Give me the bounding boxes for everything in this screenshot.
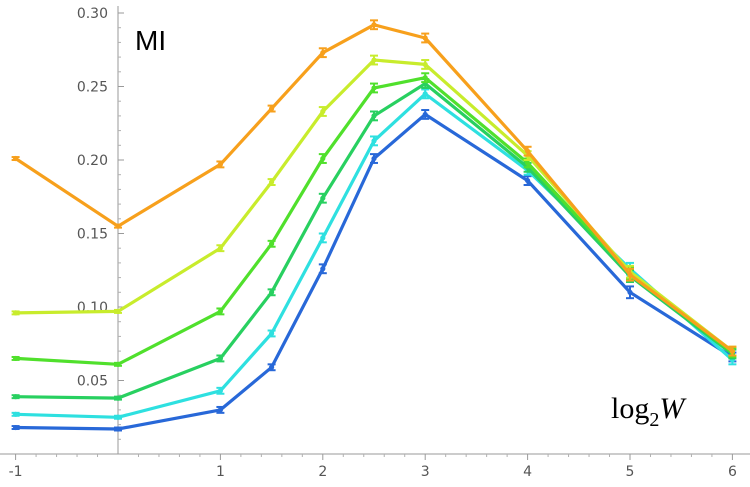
data-point xyxy=(422,61,428,68)
y-tick-label: 0.10 xyxy=(77,300,108,316)
series-4 xyxy=(11,78,737,401)
y-axis-title: MI xyxy=(135,25,166,56)
data-point xyxy=(217,355,223,362)
x-axis-title-variable: W xyxy=(659,392,687,425)
data-point xyxy=(115,223,121,229)
data-point xyxy=(729,348,736,354)
data-point xyxy=(115,308,121,315)
data-point xyxy=(371,22,377,28)
data-point xyxy=(627,272,633,278)
data-point xyxy=(422,35,428,41)
series-line xyxy=(15,112,734,431)
series-5 xyxy=(11,88,737,420)
x-tick-label: -1 xyxy=(9,464,23,480)
data-point xyxy=(217,388,223,394)
data-point xyxy=(115,361,121,367)
series-line xyxy=(15,58,734,353)
data-point xyxy=(320,195,326,201)
data-point xyxy=(217,245,223,251)
data-point xyxy=(320,108,326,115)
series-layer xyxy=(11,19,737,432)
data-point xyxy=(269,364,275,370)
data-point xyxy=(13,411,19,417)
series-2 xyxy=(11,54,737,357)
data-point xyxy=(627,289,633,295)
data-point xyxy=(320,50,326,56)
data-point xyxy=(269,179,275,185)
x-axis-title-subscript: 2 xyxy=(649,409,659,431)
x-tick-label: 2 xyxy=(318,464,327,480)
x-axis-title: log2W xyxy=(611,392,687,431)
data-point xyxy=(217,161,223,168)
data-point xyxy=(371,57,377,63)
svg-text:log2W: log2W xyxy=(611,392,687,431)
data-point xyxy=(371,155,377,162)
data-point xyxy=(371,138,377,144)
x-axis-title-base: log xyxy=(611,392,649,425)
data-point xyxy=(320,155,326,162)
axes xyxy=(0,6,750,455)
data-point xyxy=(13,424,19,431)
data-point xyxy=(525,177,531,184)
series-line xyxy=(14,23,734,353)
data-point xyxy=(422,91,428,97)
data-point xyxy=(115,395,121,401)
x-tick-label: 4 xyxy=(523,464,532,480)
y-tick-label: 0.30 xyxy=(77,6,108,22)
data-point xyxy=(115,414,121,420)
y-tick-label: 0.15 xyxy=(77,227,108,243)
data-point xyxy=(269,105,275,112)
data-point xyxy=(269,241,275,247)
data-point xyxy=(422,111,428,118)
data-point xyxy=(320,266,326,272)
data-point xyxy=(13,310,19,316)
y-tick-label: 0.05 xyxy=(77,374,108,390)
data-point xyxy=(217,308,223,315)
data-point xyxy=(269,289,275,295)
series-line xyxy=(15,76,734,366)
data-point xyxy=(422,75,428,81)
data-point xyxy=(217,407,223,413)
x-tick-label: 6 xyxy=(728,464,737,480)
data-point xyxy=(525,160,531,166)
x-tick-label: 1 xyxy=(216,464,225,480)
y-tick-label: 0.20 xyxy=(77,153,108,169)
data-point xyxy=(13,355,19,362)
series-1 xyxy=(11,19,737,357)
data-point xyxy=(371,85,377,91)
data-point xyxy=(320,235,326,241)
data-point xyxy=(525,148,531,154)
y-tick-label: 0.25 xyxy=(77,80,108,96)
data-point xyxy=(371,113,377,119)
data-point xyxy=(115,426,121,432)
series-6 xyxy=(11,109,737,432)
x-tick-label: 3 xyxy=(421,464,430,480)
series-line xyxy=(15,81,734,400)
data-point xyxy=(269,330,275,337)
data-point xyxy=(13,394,19,400)
data-point xyxy=(13,155,19,162)
x-tick-label: 5 xyxy=(626,464,635,480)
